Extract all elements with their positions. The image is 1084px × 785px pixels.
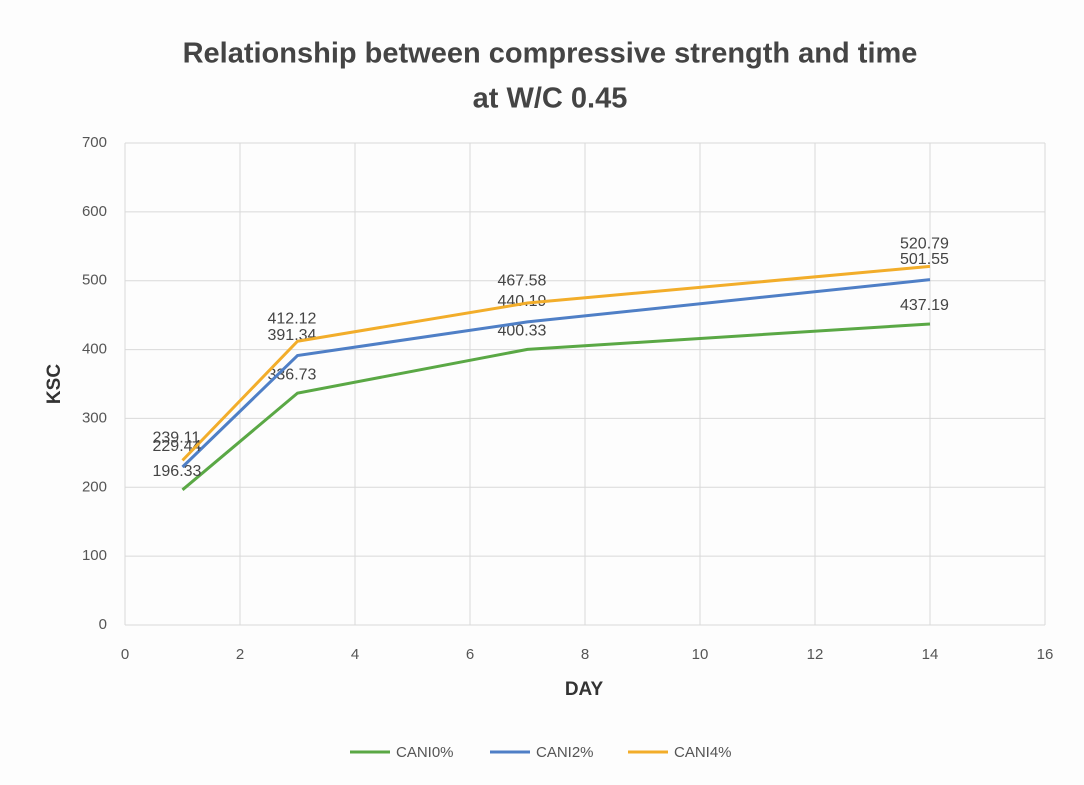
data-label: 400.33 (498, 323, 547, 340)
y-tick-label: 200 (82, 478, 107, 495)
data-label: 467.58 (498, 272, 547, 289)
data-label: 229.44 (153, 438, 202, 455)
legend-label: CANI4% (674, 744, 732, 761)
data-label: 391.34 (268, 327, 317, 344)
x-tick-label: 0 (121, 646, 129, 663)
x-axis-label: DAY (565, 679, 604, 700)
y-tick-label: 100 (82, 547, 107, 564)
legend-label: CANI2% (536, 744, 594, 761)
chart-subtitle: at W/C 0.45 (473, 83, 628, 115)
y-tick-label: 300 (82, 409, 107, 426)
x-tick-label: 4 (351, 646, 359, 663)
data-label: 196.33 (153, 463, 202, 480)
y-tick-label: 600 (82, 203, 107, 220)
series-line (181, 322, 931, 491)
data-label: 520.79 (900, 236, 949, 253)
data-label: 437.19 (900, 297, 949, 314)
x-tick-label: 2 (236, 646, 244, 663)
legend-label: CANI0% (396, 744, 454, 761)
x-tick-label: 12 (807, 646, 824, 663)
x-tick-label: 10 (692, 646, 709, 663)
data-label: 412.12 (268, 310, 317, 327)
x-tick-label: 14 (922, 646, 939, 663)
series-line (181, 264, 931, 462)
x-tick-label: 6 (466, 646, 474, 663)
x-tick-label: 8 (581, 646, 589, 663)
data-label: 239.11 (153, 430, 201, 447)
y-tick-label: 0 (99, 616, 107, 633)
data-label: 501.55 (900, 251, 949, 268)
chart-title: Relationship between compressive strengt… (183, 38, 918, 70)
y-tick-label: 400 (82, 341, 107, 358)
y-tick-label: 700 (82, 134, 107, 151)
x-tick-label: 16 (1037, 646, 1054, 663)
y-tick-label: 500 (82, 272, 107, 289)
data-label: 336.73 (268, 366, 317, 383)
series-line (181, 278, 931, 469)
y-axis-label: KSC (44, 364, 65, 404)
